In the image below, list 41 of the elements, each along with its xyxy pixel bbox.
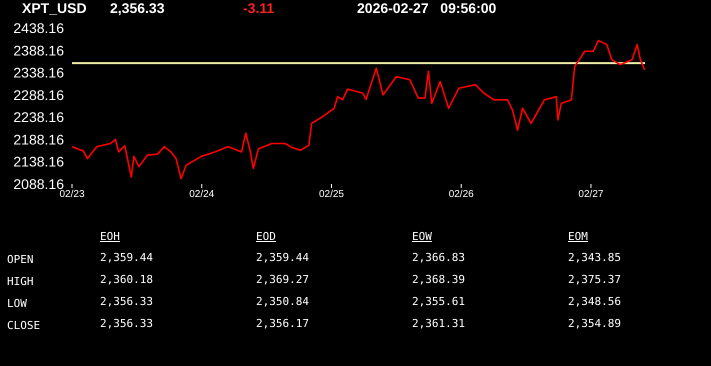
category-label: EOM: [568, 230, 588, 243]
category-label: EOH: [100, 230, 120, 243]
text: 2,356.33: [100, 295, 153, 308]
category-label: CLOSE: [7, 319, 40, 332]
y-tick-label: 2338.16: [13, 64, 64, 81]
text: 2,343.85: [568, 251, 621, 264]
category-label: OPEN: [7, 253, 34, 266]
text: 2,375.37: [568, 273, 621, 286]
y-tick-label: 2288.16: [13, 86, 64, 103]
text: 2,355.61: [412, 295, 465, 308]
text: -3.11: [243, 0, 274, 16]
y-tick-label: 2388.16: [13, 42, 64, 58]
category-label: HIGH: [7, 275, 34, 288]
x-tick-label: 02/27: [578, 189, 604, 200]
y-tick-label: 2238.16: [13, 109, 64, 126]
category-label: EOW: [412, 230, 432, 243]
y-tick-label: 2188.16: [13, 131, 64, 148]
text: 2,350.84: [256, 295, 309, 308]
text: 2026-02-27 09:56:00: [357, 0, 496, 16]
line-series: [72, 40, 645, 180]
text: 2,354.89: [568, 317, 621, 330]
category-label: LOW: [7, 297, 27, 310]
chart-title: XPT_USD: [22, 0, 87, 16]
y-tick-label: 2138.16: [13, 154, 64, 170]
text: 2,356.33: [100, 317, 153, 330]
text: 2,361.31: [412, 317, 465, 330]
text: 2,369.27: [256, 273, 309, 286]
x-tick-label: 02/24: [189, 189, 215, 200]
x-tick-label: 02/26: [448, 189, 474, 200]
text: 2,360.18: [100, 273, 153, 286]
text: 2,366.83: [412, 251, 465, 264]
text: 2,359.44: [256, 251, 309, 264]
x-tick-label: 02/25: [318, 189, 344, 200]
text: 2,359.44: [100, 251, 153, 264]
text: 2,348.56: [568, 295, 621, 308]
x-tick-label: 02/23: [59, 189, 85, 200]
text: 2,356.17: [256, 317, 309, 330]
text: 2,356.33: [110, 0, 164, 16]
y-tick-label: 2438.16: [13, 20, 64, 36]
category-label: EOD: [256, 230, 276, 243]
text: 2,368.39: [412, 273, 465, 286]
